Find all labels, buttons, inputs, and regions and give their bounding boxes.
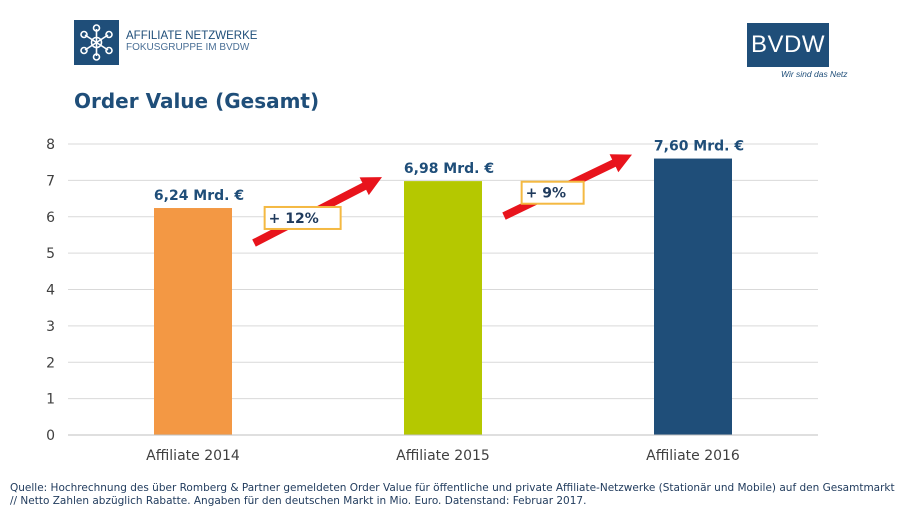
- growth-annotations: + 12% + 9%: [252, 154, 632, 247]
- y-tick-label: 8: [46, 137, 55, 153]
- x-tick-label: Affiliate 2014: [146, 448, 240, 464]
- x-tick-label: Affiliate 2016: [646, 448, 740, 464]
- chart-title: Order Value (Gesamt): [74, 89, 320, 113]
- growth-box: [263, 205, 342, 230]
- y-tick-label: 2: [46, 355, 55, 371]
- growth-label: + 12%: [269, 211, 319, 227]
- affiliate-netzwerke-logo: AFFILIATE NETZWERKE FOKUSGRUPPE IM BVDW: [126, 30, 257, 54]
- data-label: 6,24 Mrd. €: [154, 188, 244, 204]
- y-tick-label: 4: [46, 283, 55, 299]
- y-axis-ticks: 0 1 2 3 4 5 6 7 8: [46, 137, 55, 444]
- y-tick-label: 1: [46, 392, 55, 408]
- x-axis-ticks: Affiliate 2014 Affiliate 2015 Affiliate 20…: [146, 448, 740, 464]
- y-tick-label: 3: [46, 319, 55, 335]
- y-tick-label: 0: [46, 428, 55, 444]
- affiliate-netzwerke-logo-icon: [74, 20, 119, 65]
- bvdw-logo: BVDW: [747, 23, 829, 67]
- bar: [654, 158, 732, 436]
- data-label: 6,98 Mrd. €: [404, 161, 494, 177]
- logo-title: AFFILIATE NETZWERKE: [126, 30, 258, 42]
- data-labels: 6,24 Mrd. € 6,98 Mrd. € 7,60 Mrd. €: [154, 139, 744, 204]
- source-footnote: Quelle: Hochrechnung des über Romberg & …: [10, 482, 895, 507]
- bar: [154, 208, 232, 435]
- bars: [154, 158, 732, 436]
- data-label: 7,60 Mrd. €: [654, 139, 744, 155]
- y-tick-label: 7: [46, 173, 55, 189]
- growth-box: [520, 180, 585, 205]
- bar: [404, 181, 482, 435]
- growth-label: + 9%: [526, 186, 566, 202]
- x-tick-label: Affiliate 2015: [396, 448, 490, 464]
- y-tick-label: 6: [46, 210, 55, 226]
- bvdw-tagline: Wir sind das Netz: [781, 69, 848, 79]
- logo-subtitle: FOKUSGRUPPE IM BVDW: [126, 42, 250, 53]
- y-tick-label: 5: [46, 246, 55, 262]
